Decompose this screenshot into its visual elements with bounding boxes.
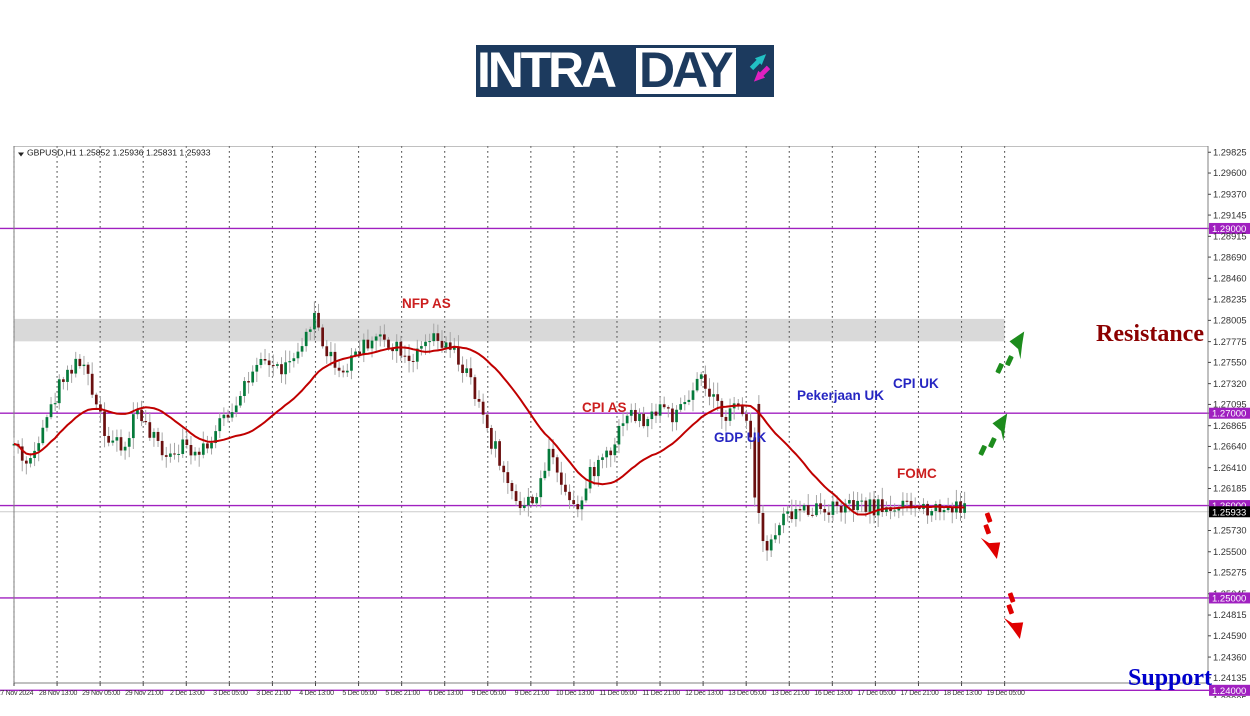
svg-text:CPI AS: CPI AS (582, 400, 627, 415)
svg-text:1.24590: 1.24590 (1213, 631, 1247, 641)
svg-text:13 Dec 21:00: 13 Dec 21:00 (771, 690, 809, 697)
svg-text:1.29825: 1.29825 (1213, 147, 1247, 157)
svg-text:1.28005: 1.28005 (1213, 316, 1247, 326)
svg-text:1.28460: 1.28460 (1213, 274, 1247, 284)
svg-text:CPI UK: CPI UK (893, 376, 939, 391)
svg-text:1.28235: 1.28235 (1213, 294, 1247, 304)
svg-text:2 Dec 13:00: 2 Dec 13:00 (170, 690, 205, 697)
svg-text:1.26865: 1.26865 (1213, 421, 1247, 431)
svg-text:29 Nov 05:00: 29 Nov 05:00 (82, 690, 120, 697)
svg-text:9 Dec 21:00: 9 Dec 21:00 (515, 690, 550, 697)
svg-text:29 Nov 21:00: 29 Nov 21:00 (125, 690, 163, 697)
svg-text:4 Dec 13:00: 4 Dec 13:00 (299, 690, 334, 697)
svg-text:1.24815: 1.24815 (1213, 610, 1247, 620)
svg-text:NFP AS: NFP AS (402, 296, 451, 311)
svg-text:1.24360: 1.24360 (1213, 652, 1247, 662)
svg-text:1.25730: 1.25730 (1213, 526, 1247, 536)
svg-text:1.26410: 1.26410 (1213, 463, 1247, 473)
svg-text:28 Nov 13:00: 28 Nov 13:00 (39, 690, 77, 697)
svg-text:1.29600: 1.29600 (1213, 168, 1247, 178)
svg-text:12 Dec 13:00: 12 Dec 13:00 (685, 690, 723, 697)
svg-text:1.27550: 1.27550 (1213, 358, 1247, 368)
svg-text:6 Dec 13:00: 6 Dec 13:00 (428, 690, 463, 697)
svg-text:5 Dec 21:00: 5 Dec 21:00 (385, 690, 420, 697)
svg-text:1.27775: 1.27775 (1213, 337, 1247, 347)
svg-text:9 Dec 05:00: 9 Dec 05:00 (472, 690, 507, 697)
svg-text:Pekerjaan UK: Pekerjaan UK (797, 388, 884, 403)
svg-text:1.25500: 1.25500 (1213, 547, 1247, 557)
svg-text:17 Dec 21:00: 17 Dec 21:00 (900, 690, 938, 697)
svg-text:18 Dec 13:00: 18 Dec 13:00 (944, 690, 982, 697)
svg-text:17 Dec 05:00: 17 Dec 05:00 (857, 690, 895, 697)
svg-text:1.27000: 1.27000 (1212, 409, 1246, 420)
svg-text:3 Dec 21:00: 3 Dec 21:00 (256, 690, 291, 697)
svg-text:1.25275: 1.25275 (1213, 568, 1247, 578)
svg-text:1.25933: 1.25933 (1212, 507, 1246, 518)
svg-text:10 Dec 13:00: 10 Dec 13:00 (556, 690, 594, 697)
svg-text:5 Dec 05:00: 5 Dec 05:00 (342, 690, 377, 697)
svg-text:Support: Support (1128, 665, 1212, 691)
svg-text:1.28690: 1.28690 (1213, 252, 1247, 262)
svg-text:FOMC: FOMC (897, 466, 937, 481)
svg-text:1.26185: 1.26185 (1213, 484, 1247, 494)
svg-text:1.28915: 1.28915 (1213, 232, 1247, 242)
svg-text:1.29145: 1.29145 (1213, 210, 1247, 220)
svg-text:27 Nov 2024: 27 Nov 2024 (0, 690, 34, 697)
svg-text:GBPUSD,H1 1.25852 1.25936 1.2: GBPUSD,H1 1.25852 1.25936 1.25831 1.2593… (27, 148, 211, 158)
svg-text:3 Dec 05:00: 3 Dec 05:00 (213, 690, 248, 697)
svg-text:11 Dec 05:00: 11 Dec 05:00 (599, 690, 637, 697)
svg-text:1.29370: 1.29370 (1213, 189, 1247, 199)
svg-text:Resistance: Resistance (1096, 321, 1204, 347)
svg-text:1.27320: 1.27320 (1213, 379, 1247, 389)
svg-text:GDP UK: GDP UK (714, 430, 767, 445)
svg-text:1.25000: 1.25000 (1212, 593, 1246, 604)
svg-text:INTRA: INTRA (477, 45, 616, 97)
svg-text:13 Dec 05:00: 13 Dec 05:00 (728, 690, 766, 697)
svg-text:1.24135: 1.24135 (1213, 673, 1247, 683)
svg-text:1.23905: 1.23905 (1213, 694, 1247, 698)
svg-text:16 Dec 13:00: 16 Dec 13:00 (814, 690, 852, 697)
svg-text:19 Dec 05:00: 19 Dec 05:00 (987, 690, 1025, 697)
svg-text:DAY: DAY (639, 45, 733, 97)
svg-text:11 Dec 21:00: 11 Dec 21:00 (642, 690, 680, 697)
svg-text:1.26640: 1.26640 (1213, 442, 1247, 452)
